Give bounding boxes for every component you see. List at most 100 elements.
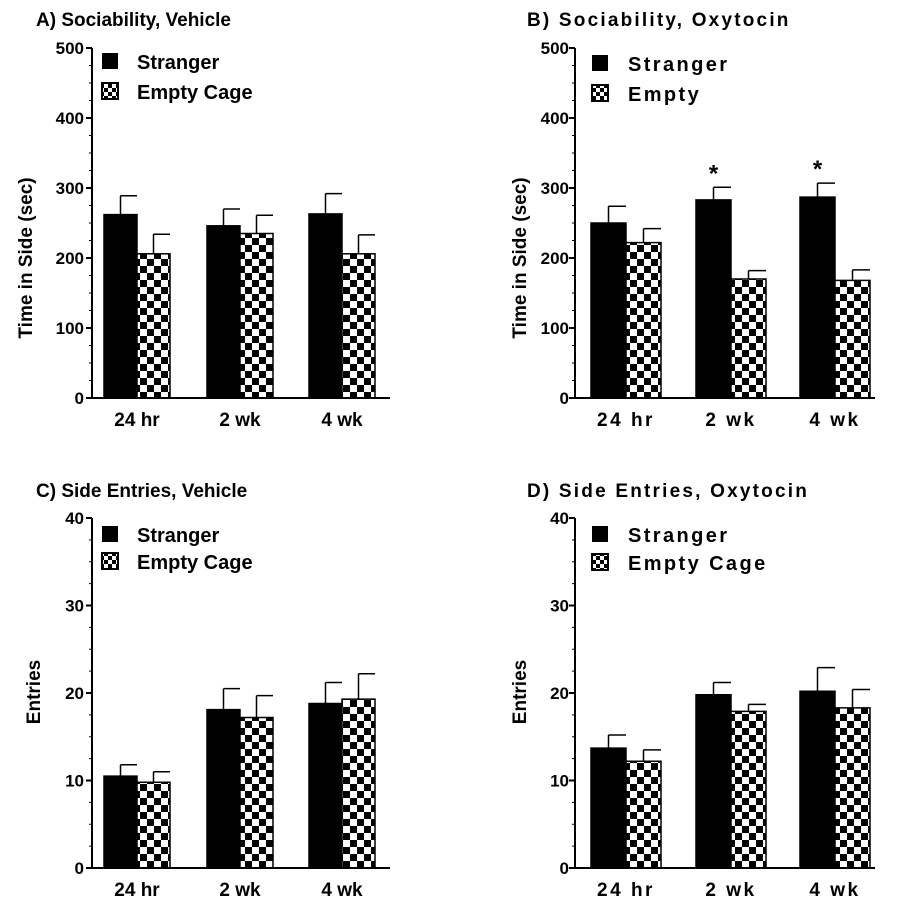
panel-d-legend-label-stranger: Stranger <box>628 525 729 547</box>
panel-a-title: A) Sociability, Vehicle <box>36 10 231 31</box>
x-tick-label: 24 hr <box>114 410 160 431</box>
y-tick-label: 300 <box>541 179 569 198</box>
bar-empty-1 <box>730 710 767 869</box>
y-tick-label: 500 <box>56 39 84 58</box>
bar-empty-2 <box>834 279 871 399</box>
panel-b-legend-swatch-stranger <box>592 55 608 71</box>
panel-c-bars <box>103 698 376 869</box>
y-tick-label: 100 <box>56 319 84 338</box>
y-tick-label: 20 <box>550 684 569 703</box>
significance-star: * <box>813 156 823 183</box>
bar-empty-2 <box>341 698 376 869</box>
panel-b-y-ticks: 0 100 200 300 400 500 <box>541 39 575 408</box>
bar-stranger-2 <box>308 213 343 399</box>
panel-b-legend-label-stranger: Stranger <box>628 54 729 76</box>
bar-stranger-2 <box>308 702 343 869</box>
panel-b-title: B) Sociability, Oxytocin <box>527 10 791 31</box>
panel-c-legend-swatch-empty <box>101 552 119 570</box>
panel-d-bars <box>590 690 871 869</box>
panel-b-legend-swatch-empty <box>591 84 609 102</box>
panel-a-y-axis-label: Time in Side (sec) <box>16 177 37 338</box>
y-tick-label: 40 <box>550 509 569 528</box>
y-tick-label: 30 <box>65 597 84 616</box>
panel-c-y-ticks: 0 10 20 30 40 <box>65 509 92 878</box>
x-tick-label: 2 wk <box>219 410 261 431</box>
bar-stranger-1 <box>206 708 241 869</box>
panel-b-legend: Stranger Empty <box>591 54 729 106</box>
y-tick-label: 0 <box>75 389 84 408</box>
y-tick-label: 10 <box>65 772 84 791</box>
panel-d-error-bars <box>607 666 870 762</box>
bar-stranger-1 <box>695 694 732 869</box>
panel-d-legend-swatch-empty <box>591 553 609 571</box>
bar-stranger-1 <box>695 199 732 399</box>
y-tick-label: 100 <box>541 319 569 338</box>
panel-c-legend-label-empty: Empty Cage <box>137 552 253 574</box>
x-tick-label: 4 wk <box>809 410 860 431</box>
panel-d-y-ticks: 0 10 20 30 40 <box>550 509 575 878</box>
panel-b-x-tick-labels: 24 hr 2 wk 4 wk <box>597 410 860 431</box>
bar-empty-0 <box>136 781 171 869</box>
panel-b-bars <box>590 196 871 399</box>
bar-stranger-0 <box>103 775 138 869</box>
panel-c-x-tick-labels: 24 hr 2 wk 4 wk <box>114 880 363 901</box>
bar-empty-1 <box>239 232 274 399</box>
bar-empty-2 <box>341 253 376 399</box>
y-tick-label: 300 <box>56 179 84 198</box>
panel-a-legend-label-empty: Empty Cage <box>137 82 253 104</box>
panel-b: B) Sociability, Oxytocin Time in Side (s… <box>510 10 875 431</box>
y-tick-label: 400 <box>541 109 569 128</box>
bar-empty-0 <box>136 253 171 399</box>
y-tick-label: 0 <box>75 859 84 878</box>
panel-a-error-bars <box>119 192 375 254</box>
y-tick-label: 30 <box>550 597 569 616</box>
x-tick-label: 24 hr <box>597 880 655 901</box>
panel-b-error-bars <box>607 182 870 281</box>
panel-d: D) Side Entries, Oxytocin Entries 0 10 20 3… <box>510 481 875 901</box>
panel-a-legend-label-stranger: Stranger <box>137 52 219 74</box>
panel-a-y-ticks: 0 100 200 300 400 500 <box>56 39 92 408</box>
panel-c-y-axis-label: Entries <box>24 660 45 724</box>
panel-c-error-bars <box>119 673 375 783</box>
bar-stranger-0 <box>103 213 138 399</box>
x-tick-label: 4 wk <box>321 880 363 901</box>
y-tick-label: 20 <box>65 684 84 703</box>
panel-b-legend-label-empty: Empty <box>628 84 701 106</box>
x-tick-label: 24 hr <box>114 880 160 901</box>
bar-stranger-0 <box>590 747 627 869</box>
panel-b-y-axis-label: Time in Side (sec) <box>510 177 531 338</box>
panel-d-legend-swatch-stranger <box>592 526 608 542</box>
bar-stranger-2 <box>799 196 836 399</box>
bar-empty-1 <box>730 278 767 399</box>
panel-d-legend-label-empty: Empty Cage <box>628 553 768 575</box>
panel-a-bars <box>103 213 376 399</box>
x-tick-label: 24 hr <box>597 410 655 431</box>
y-tick-label: 40 <box>65 509 84 528</box>
x-tick-label: 4 wk <box>809 880 860 901</box>
y-tick-label: 10 <box>550 772 569 791</box>
x-tick-label: 2 wk <box>705 410 756 431</box>
bar-empty-2 <box>834 707 871 869</box>
bar-empty-0 <box>625 241 662 399</box>
panel-c-legend: Stranger Empty Cage <box>101 525 253 574</box>
panel-c-legend-swatch-stranger <box>102 526 118 542</box>
panel-a-legend-swatch-stranger <box>102 53 118 69</box>
y-tick-label: 200 <box>541 249 569 268</box>
x-tick-label: 4 wk <box>321 410 363 431</box>
x-tick-label: 2 wk <box>705 880 756 901</box>
bar-stranger-0 <box>590 222 627 399</box>
y-tick-label: 0 <box>560 859 569 878</box>
panel-a: A) Sociability, Vehicle Time in Side (se… <box>16 10 390 431</box>
y-tick-label: 400 <box>56 109 84 128</box>
bar-empty-0 <box>625 760 662 869</box>
panel-d-y-axis-label: Entries <box>510 660 531 724</box>
panel-d-x-tick-labels: 24 hr 2 wk 4 wk <box>597 880 860 901</box>
bar-stranger-1 <box>206 225 241 399</box>
panel-c-legend-label-stranger: Stranger <box>137 525 219 547</box>
y-tick-label: 200 <box>56 249 84 268</box>
bar-empty-1 <box>239 716 274 869</box>
y-tick-label: 500 <box>541 39 569 58</box>
panel-b-annotations: * * <box>709 156 823 187</box>
panel-a-legend-swatch-empty <box>101 82 119 100</box>
